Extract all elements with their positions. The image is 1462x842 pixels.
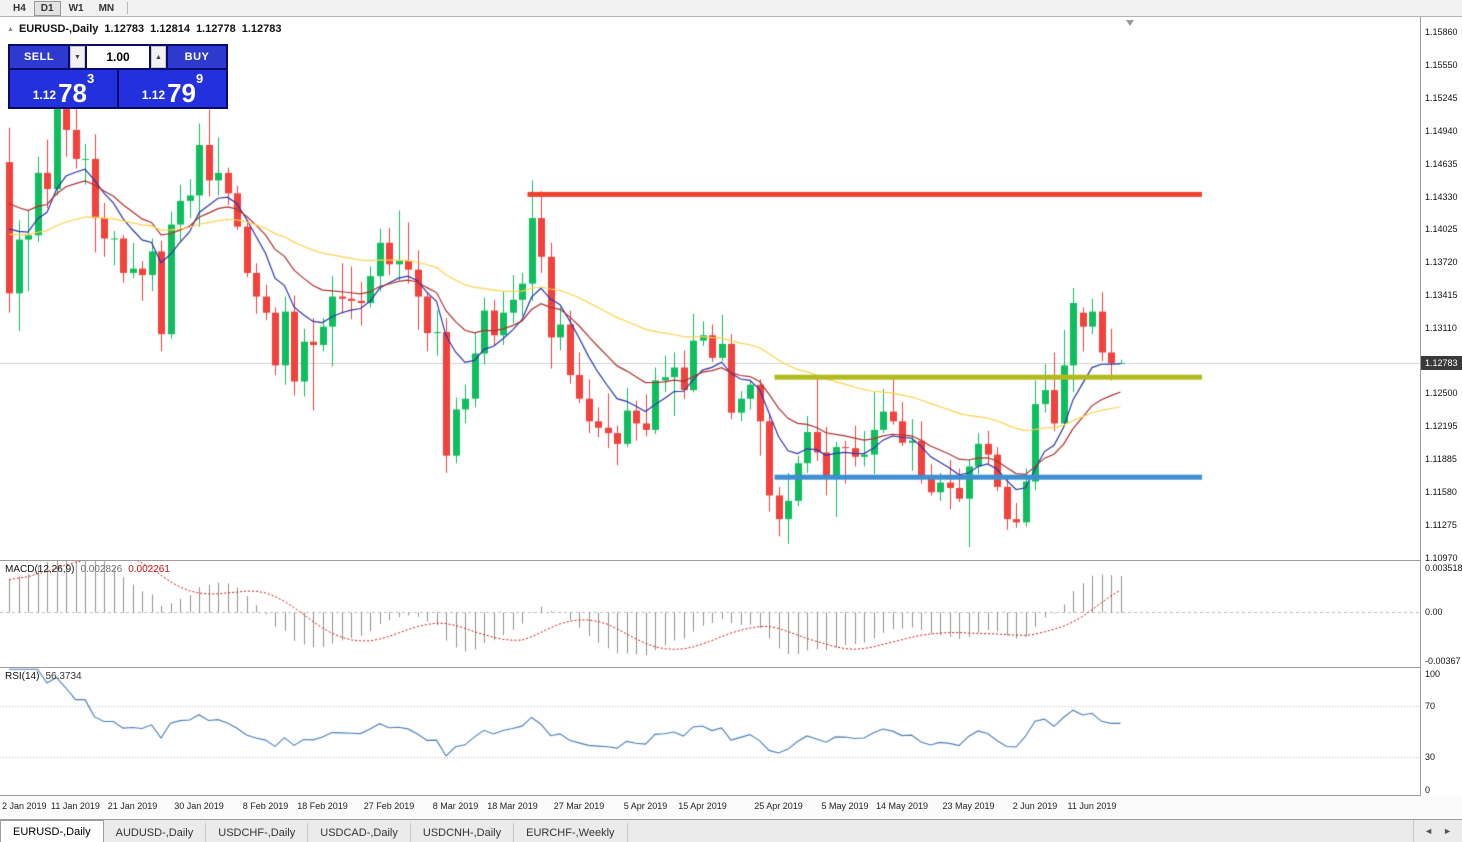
- macd-indicator-panel: MACD(12,26,9) 0.002826 0.002261: [0, 561, 1420, 667]
- chart-tab-audusd-daily[interactable]: AUDUSD-,Daily: [104, 823, 207, 842]
- buy-price-big-figure: 1.12: [141, 88, 166, 103]
- price-axis-tick: 1.10970: [1425, 552, 1458, 563]
- collapse-trade-panel-icon[interactable]: ▲: [7, 25, 14, 33]
- time-axis-tick: 27 Mar 2019: [553, 801, 605, 811]
- chart-tab-eurusd-daily[interactable]: EURUSD-,Daily: [0, 820, 104, 842]
- rsi-canvas[interactable]: [0, 668, 1420, 795]
- sell-price-pips: 78: [58, 77, 88, 108]
- price-chart-panel: ▲ EURUSD-,Daily 1.12783 1.12814 1.12778 …: [0, 17, 1420, 560]
- price-axis-tick: 1.15550: [1425, 60, 1458, 71]
- timeframe-button-H4[interactable]: H4: [13, 2, 26, 14]
- time-axis-tick: 8 Feb 2019: [242, 801, 289, 811]
- chart-tab-usdchf-daily[interactable]: USDCHF-,Daily: [206, 823, 309, 842]
- volume-increase-icon[interactable]: ▲: [151, 46, 166, 68]
- price-axis-tick: 1.14635: [1425, 158, 1458, 169]
- time-axis-tick: 8 Mar 2019: [432, 801, 479, 811]
- toolbar-separator: [127, 2, 129, 14]
- panel-splitter[interactable]: [0, 667, 1462, 668]
- sell-price-fraction: 3: [87, 71, 95, 86]
- time-axis[interactable]: 2 Jan 2019 11 Jan 2019 21 Jan 2019 30 Jan 2…: [0, 796, 1462, 819]
- macd-axis-tick: 0.00: [1425, 606, 1443, 617]
- buy-button[interactable]: BUY: [168, 46, 226, 68]
- price-axis-tick: 1.12195: [1425, 421, 1458, 432]
- timeframe-button-MN[interactable]: MN: [98, 2, 115, 14]
- time-axis-tick: 11 Jan 2019: [51, 801, 100, 811]
- buy-price-fraction: 9: [196, 71, 204, 86]
- rsi-indicator-panel: RSI(14) 56.3734: [0, 668, 1420, 795]
- price-chart-canvas[interactable]: [0, 17, 1420, 560]
- timeframe-toolbar: H4 D1 W1 MN: [0, 0, 1462, 17]
- rsi-axis-tick: 70: [1425, 701, 1436, 712]
- chart-title: EURUSD-,Daily: [18, 23, 99, 35]
- buy-price[interactable]: 1.12 79 9: [119, 70, 226, 107]
- timeframe-button-W1[interactable]: W1: [68, 2, 84, 14]
- time-axis-tick: 5 May 2019: [821, 801, 869, 811]
- price-axis-tick: 1.11580: [1425, 487, 1457, 498]
- time-axis-tick: 27 Feb 2019: [363, 801, 415, 811]
- chart-tab-usdcad-daily[interactable]: USDCAD-,Daily: [308, 823, 411, 842]
- time-axis-tick: 5 Apr 2019: [623, 801, 668, 811]
- timeframe-button-D1[interactable]: D1: [33, 0, 61, 16]
- time-axis-tick: 23 May 2019: [942, 801, 995, 811]
- ohlc-open: 1.12783: [104, 23, 145, 35]
- price-axis[interactable]: 1.12783 1.15860 1.15550 1.15245 1.14940 1.14…: [1420, 17, 1462, 796]
- buy-price-pips: 79: [167, 77, 197, 108]
- time-axis-tick: 15 Apr 2019: [678, 801, 727, 811]
- tab-scroll-arrows: ◄ ►: [1413, 820, 1462, 842]
- time-axis-tick: 30 Jan 2019: [174, 801, 224, 811]
- chart-tab-bar: EURUSD-,Daily AUDUSD-,Daily USDCHF-,Daily U…: [0, 819, 1462, 842]
- panel-splitter[interactable]: [0, 560, 1462, 561]
- rsi-label: RSI(14) 56.3734: [5, 671, 82, 682]
- time-axis-tick: 2 Jun 2019: [1012, 801, 1058, 811]
- volume-input[interactable]: 1.00: [87, 46, 149, 68]
- time-axis-tick: 25 Apr 2019: [754, 801, 803, 811]
- time-axis-tick: 21 Jan 2019: [107, 801, 158, 811]
- chart-shift-marker-icon: [1126, 20, 1134, 26]
- price-axis-tick: 1.13720: [1425, 257, 1458, 268]
- price-axis-tick: 1.14330: [1425, 191, 1458, 202]
- tab-scroll-right-icon[interactable]: ►: [1443, 826, 1452, 836]
- sell-button[interactable]: SELL: [10, 46, 68, 68]
- time-axis-tick: 18 Mar 2019: [487, 801, 538, 811]
- price-axis-tick: 1.13415: [1425, 289, 1458, 300]
- chart-tab-eurchf-weekly[interactable]: EURCHF-,Weekly: [514, 823, 628, 842]
- time-axis-tick: 2 Jan 2019: [2, 801, 47, 811]
- panel-splitter[interactable]: [0, 795, 1462, 796]
- current-price-badge: 1.12783: [1421, 355, 1462, 370]
- chart-ohlc-readout: ▲ EURUSD-,Daily 1.12783 1.12814 1.12778 …: [7, 23, 281, 35]
- sell-price-big-figure: 1.12: [32, 88, 57, 103]
- price-axis-tick: 1.15860: [1425, 27, 1458, 38]
- macd-axis-tick: -0.00367: [1425, 656, 1461, 666]
- chart-tab-usdcnh-daily[interactable]: USDCNH-,Daily: [411, 823, 515, 842]
- price-axis-tick: 1.14940: [1425, 125, 1458, 136]
- rsi-axis-tick: 30: [1425, 751, 1436, 762]
- ohlc-low: 1.12778: [195, 23, 236, 35]
- one-click-trading-panel: SELL ▼ 1.00 ▲ BUY 1.12 78 3 1.12 79 9: [8, 44, 228, 109]
- time-axis-tick: 11 Jun 2019: [1067, 801, 1117, 811]
- price-axis-tick: 1.13110: [1425, 322, 1457, 333]
- timeframe-button-group: H4 D1 W1 MN: [6, 0, 122, 16]
- macd-canvas[interactable]: [0, 561, 1420, 667]
- time-axis-tick: 18 Feb 2019: [297, 801, 348, 811]
- rsi-axis-tick: 100: [1425, 669, 1441, 679]
- ohlc-close: 1.12783: [241, 23, 282, 35]
- volume-decrease-icon[interactable]: ▼: [70, 46, 85, 68]
- macd-axis-tick: 0.003518: [1425, 563, 1462, 573]
- price-axis-tick: 1.12500: [1425, 388, 1458, 399]
- time-axis-tick: 14 May 2019: [875, 801, 929, 811]
- price-axis-tick: 1.14025: [1425, 224, 1458, 235]
- chart-tabs: EURUSD-,Daily AUDUSD-,Daily USDCHF-,Daily U…: [0, 820, 628, 842]
- tab-scroll-left-icon[interactable]: ◄: [1424, 826, 1434, 836]
- price-axis-tick: 1.15245: [1425, 93, 1458, 104]
- price-axis-tick: 1.11275: [1425, 520, 1457, 531]
- ohlc-high: 1.12814: [150, 23, 190, 35]
- sell-price[interactable]: 1.12 78 3: [10, 70, 117, 107]
- rsi-axis-tick: 0: [1425, 785, 1431, 795]
- price-axis-tick: 1.11885: [1425, 454, 1457, 465]
- macd-label: MACD(12,26,9) 0.002826 0.002261: [5, 564, 170, 575]
